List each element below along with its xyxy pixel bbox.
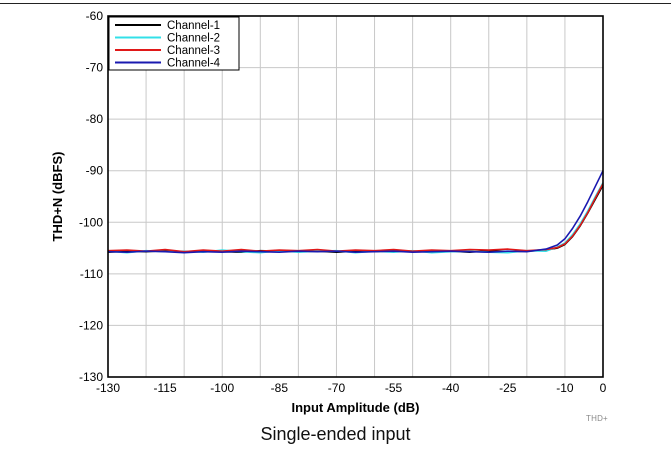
legend-label: Channel-2 xyxy=(167,33,220,45)
y-tick-label: -120 xyxy=(79,318,103,332)
top-rule xyxy=(0,3,671,4)
y-tick-label: -60 xyxy=(86,9,104,23)
plot-border xyxy=(107,15,604,378)
x-tick-label: -100 xyxy=(210,381,234,395)
legend-label: Channel-1 xyxy=(167,20,220,32)
x-tick-label: -10 xyxy=(556,381,574,395)
x-tick-label: -40 xyxy=(442,381,460,395)
y-axis-label: THD+N (dBFS) xyxy=(50,152,65,242)
y-tick-label: -90 xyxy=(86,164,104,178)
x-tick-label: 0 xyxy=(600,381,607,395)
y-tick-label: -100 xyxy=(79,215,103,229)
y-tick-label: -110 xyxy=(80,267,103,281)
x-tick-label: -115 xyxy=(154,381,177,395)
chart-caption: Single-ended input xyxy=(260,424,411,444)
legend-label: Channel-4 xyxy=(167,58,221,70)
figure-id: THD+ xyxy=(586,414,608,423)
y-tick-label: -130 xyxy=(79,370,103,384)
series-lines xyxy=(107,170,604,254)
series-line-1 xyxy=(107,184,604,253)
series-line-4 xyxy=(107,170,604,254)
series-line-3 xyxy=(107,183,604,253)
x-tick-label: -130 xyxy=(96,381,120,395)
series-line-2 xyxy=(107,182,604,254)
x-tick-label: -85 xyxy=(271,381,289,395)
x-tick-label: -70 xyxy=(328,381,346,395)
tick-labels: -130 -115 -100 -85 -70 -55 -40 -25 -10 0-60-70-80… xyxy=(79,9,607,395)
x-axis-label: Input Amplitude (dB) xyxy=(291,400,419,415)
y-tick-label: -80 xyxy=(86,112,104,126)
x-tick-label: -25 xyxy=(499,381,517,395)
x-tick-label: -55 xyxy=(385,381,403,395)
legend-label: Channel-3 xyxy=(167,45,220,57)
y-tick-label: -70 xyxy=(86,61,104,75)
